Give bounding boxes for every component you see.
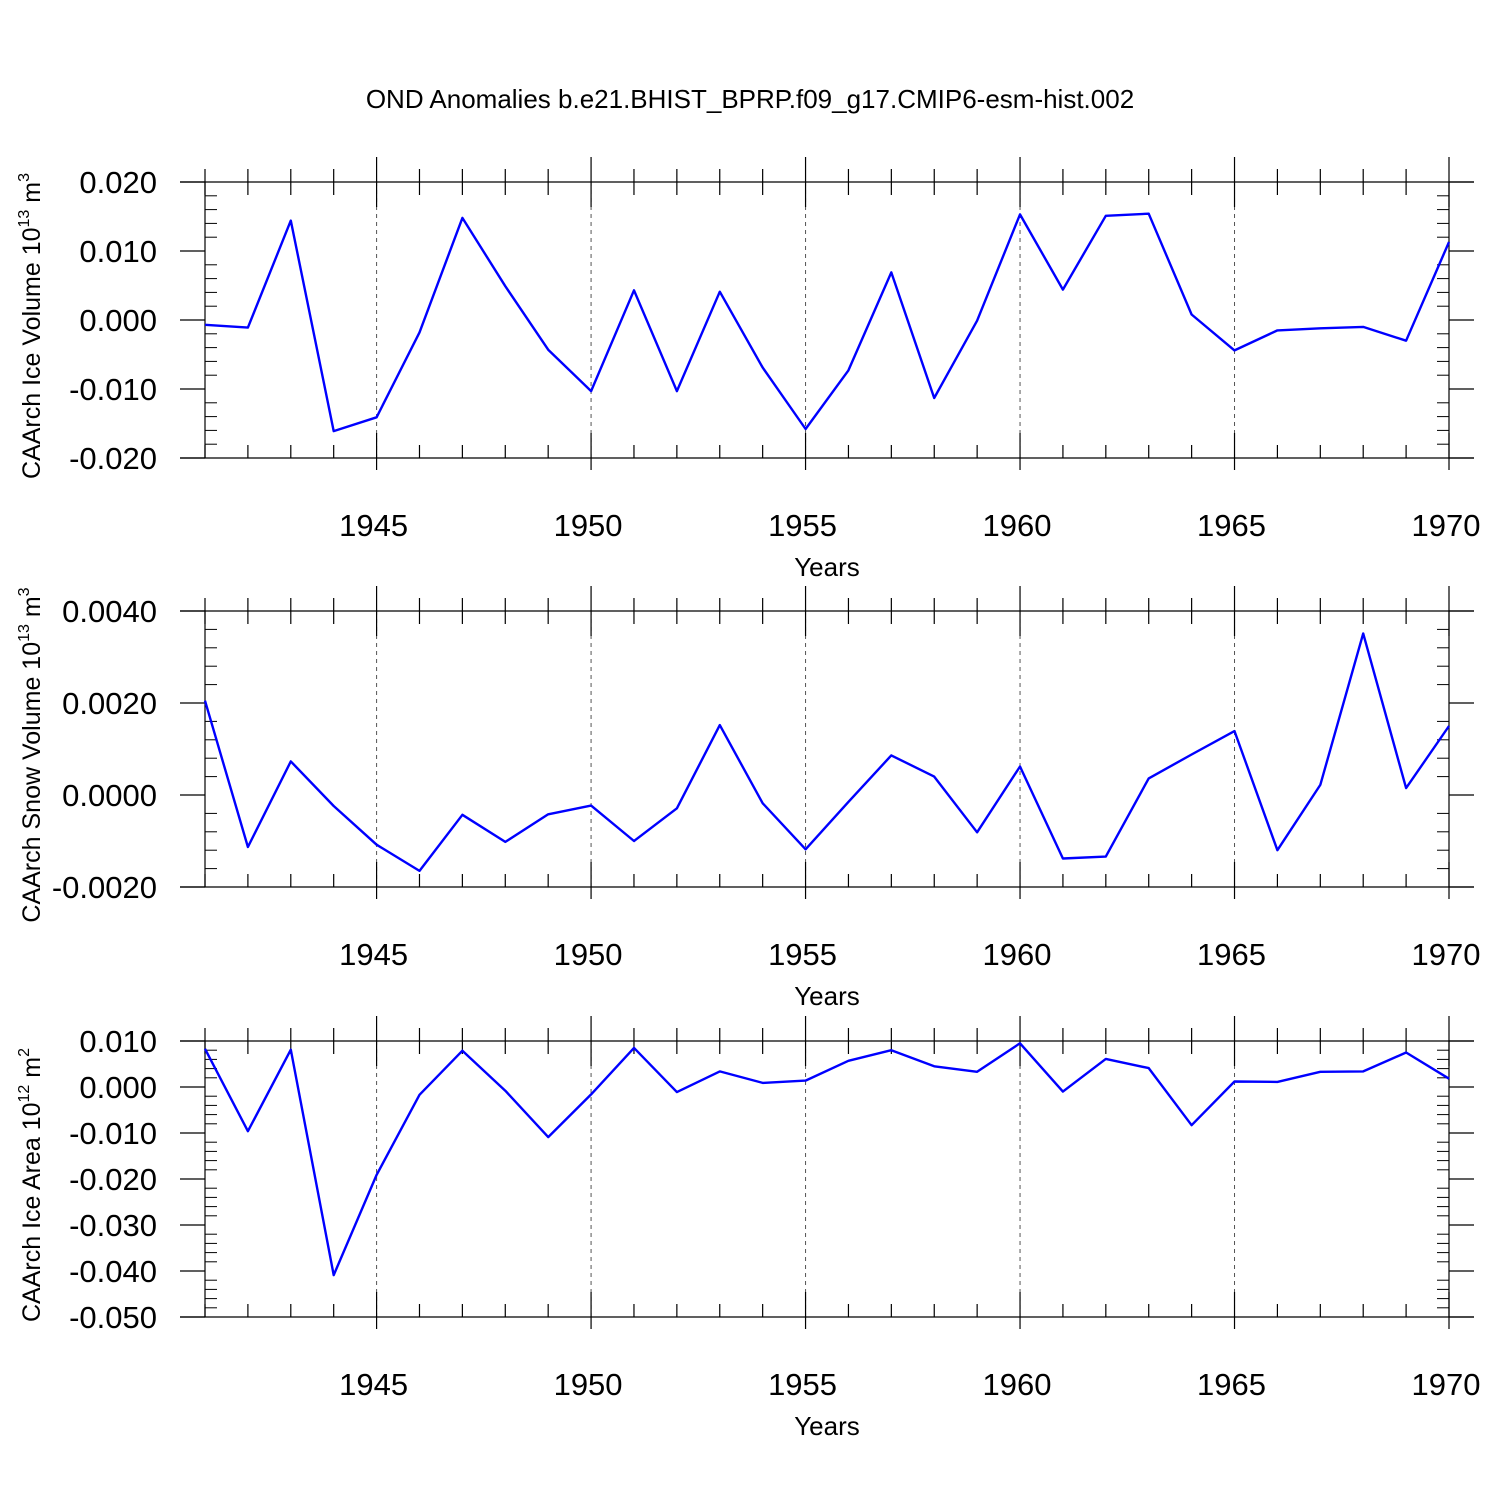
x-tick-label: 1945 bbox=[339, 508, 408, 543]
y-tick-label: -0.010 bbox=[69, 1116, 157, 1151]
x-tick-label: 1955 bbox=[768, 508, 837, 543]
panel-3: -0.050 -0.040 -0.030 -0.020 -0.010 0.000 0.010… bbox=[16, 1016, 1480, 1441]
y-tick-label: 0.000 bbox=[79, 303, 157, 338]
x-axis-label: Years bbox=[794, 1411, 860, 1441]
x-tick-label: 1965 bbox=[1197, 1367, 1266, 1402]
y-tick-label: 0.010 bbox=[79, 1024, 157, 1059]
x-tick-label: 1955 bbox=[768, 937, 837, 972]
x-tick-label: 1945 bbox=[339, 937, 408, 972]
panels: -0.020 -0.010 0.000 0.010 0.020 1945 1950 1955 1… bbox=[16, 157, 1480, 1441]
y-tick-label: 0.0000 bbox=[62, 778, 157, 813]
x-tick-label: 1950 bbox=[554, 1367, 623, 1402]
x-axis-label: Years bbox=[794, 981, 860, 1011]
y-tick-label: -0.050 bbox=[69, 1300, 157, 1335]
series-line bbox=[203, 1042, 1450, 1277]
x-tick-label: 1945 bbox=[339, 1367, 408, 1402]
y-tick-label: -0.010 bbox=[69, 372, 157, 407]
y-tick-label: 0.000 bbox=[79, 1070, 157, 1105]
panel-1: -0.020 -0.010 0.000 0.010 0.020 1945 1950 1955 1… bbox=[16, 157, 1480, 582]
y-axis-label: CAArch Ice Volume 1013 m3 bbox=[16, 173, 46, 479]
x-tick-label: 1960 bbox=[983, 1367, 1052, 1402]
x-tick-label: 1950 bbox=[554, 508, 623, 543]
panel-2: -0.0020 0.0000 0.0020 0.0040 1945 1950 1955 196… bbox=[16, 586, 1480, 1011]
x-tick-label: 1965 bbox=[1197, 508, 1266, 543]
x-tick-label: 1960 bbox=[983, 508, 1052, 543]
series-line bbox=[204, 212, 1451, 433]
y-axis-label: CAArch Snow Volume 1013 m3 bbox=[16, 587, 46, 922]
x-tick-label: 1965 bbox=[1197, 937, 1266, 972]
figure-title: OND Anomalies b.e21.BHIST_BPRP.f09_g17.C… bbox=[366, 84, 1134, 114]
y-tick-label: -0.020 bbox=[69, 441, 157, 476]
y-tick-label: 0.0020 bbox=[62, 686, 157, 721]
y-tick-label: 0.020 bbox=[79, 165, 157, 200]
x-tick-label: 1960 bbox=[983, 937, 1052, 972]
x-axis-label: Years bbox=[794, 552, 860, 582]
series-line bbox=[203, 632, 1450, 873]
x-tick-label: 1970 bbox=[1412, 1367, 1481, 1402]
y-tick-label: -0.020 bbox=[69, 1162, 157, 1197]
x-tick-label: 1970 bbox=[1412, 937, 1481, 972]
y-tick-label: 0.0040 bbox=[62, 594, 157, 629]
x-tick-label: 1970 bbox=[1412, 508, 1481, 543]
x-tick-label: 1955 bbox=[768, 1367, 837, 1402]
x-tick-label: 1950 bbox=[554, 937, 623, 972]
y-axis-label: CAArch Ice Area 1012 m2 bbox=[16, 1048, 46, 1322]
y-tick-label: -0.0020 bbox=[52, 870, 157, 905]
y-tick-label: 0.010 bbox=[79, 234, 157, 269]
y-tick-label: -0.030 bbox=[69, 1208, 157, 1243]
y-tick-label: -0.040 bbox=[69, 1254, 157, 1289]
